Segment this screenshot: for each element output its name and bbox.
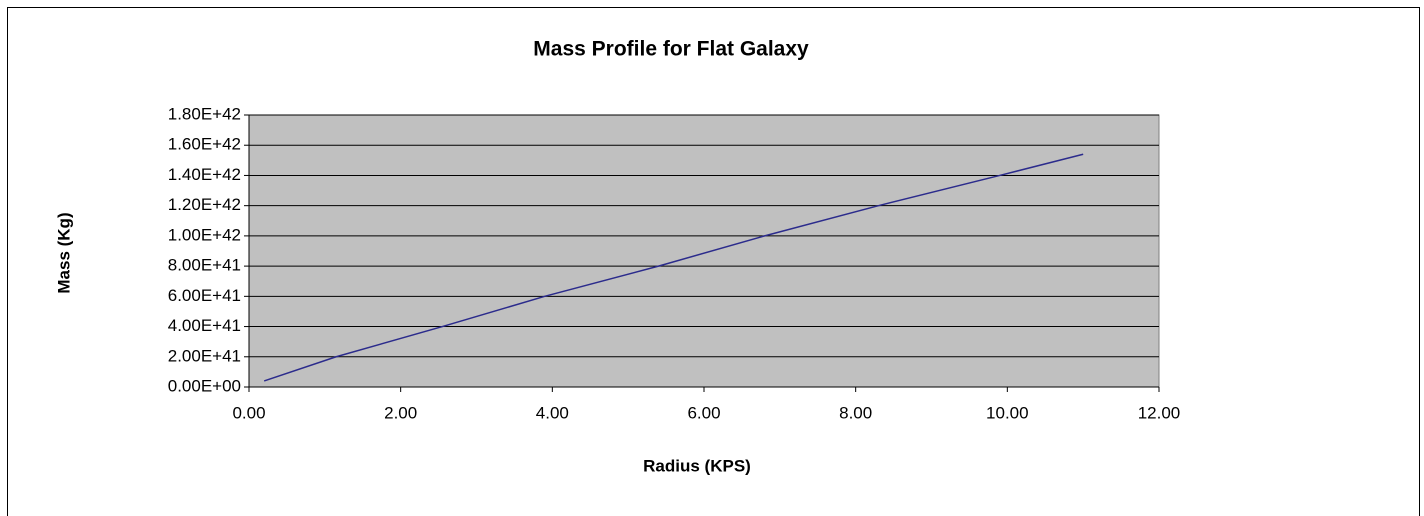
- chart-title: Mass Profile for Flat Galaxy: [533, 38, 809, 61]
- x-tick-label: 6.00: [687, 403, 720, 422]
- y-tick-label: 1.80E+42: [168, 104, 241, 123]
- x-tick-label: 8.00: [839, 403, 872, 422]
- x-tick-label: 2.00: [384, 403, 417, 422]
- y-tick-label: 6.00E+41: [168, 286, 241, 305]
- data-line: [263, 153, 1084, 382]
- y-tick-label: 1.20E+42: [168, 195, 241, 214]
- x-axis-label: Radius (KPS): [643, 456, 751, 475]
- y-axis-label: Mass (Kg): [54, 212, 73, 293]
- y-tick-label: 4.00E+41: [168, 316, 241, 335]
- plot-area: [248, 114, 1160, 388]
- y-tick-label: 1.60E+42: [168, 135, 241, 154]
- x-tick-label: 12.00: [1138, 403, 1181, 422]
- x-tick-label: 4.00: [536, 403, 569, 422]
- y-tick-label: 8.00E+41: [168, 256, 241, 275]
- y-tick-label: 0.00E+00: [168, 376, 241, 395]
- y-tick-label: 1.00E+42: [168, 225, 241, 244]
- y-tick-label: 2.00E+41: [168, 346, 241, 365]
- x-tick-label: 0.00: [232, 403, 265, 422]
- y-tick-label: 1.40E+42: [168, 165, 241, 184]
- x-tick-label: 10.00: [986, 403, 1029, 422]
